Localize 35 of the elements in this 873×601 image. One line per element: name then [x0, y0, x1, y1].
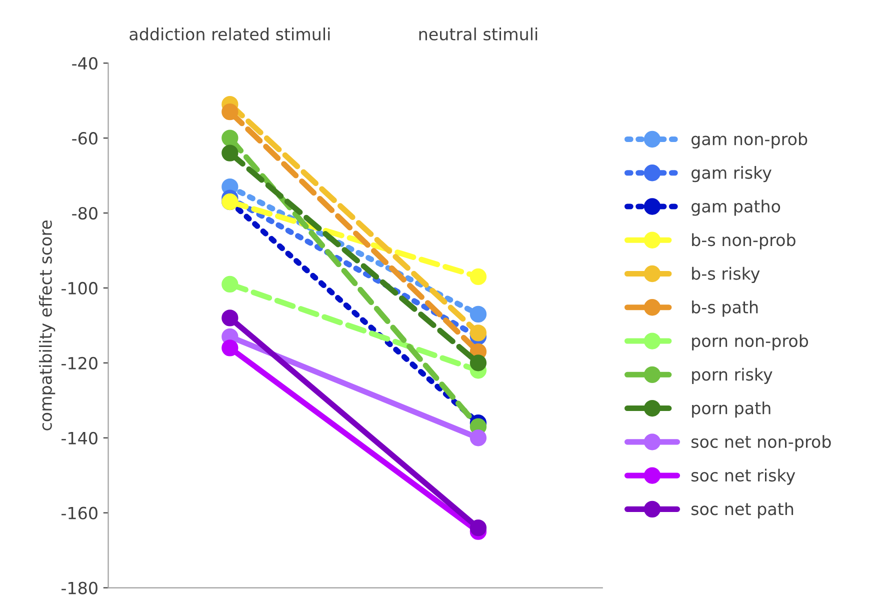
legend-label: b-s non-prob — [692, 233, 796, 250]
legend-label: soc net non-prob — [691, 435, 831, 452]
legend-label: porn path — [692, 401, 770, 418]
y-tick-label: -100 — [62, 282, 98, 295]
point — [470, 354, 487, 372]
point — [222, 130, 238, 146]
point — [222, 340, 238, 356]
point — [222, 310, 238, 326]
point — [470, 268, 487, 286]
point — [470, 519, 487, 536]
point — [222, 103, 238, 120]
legend-label: soc net path — [691, 502, 794, 518]
legend-label: gam non-prob — [692, 132, 808, 149]
x-tick-label: addiction related stimuli — [130, 28, 330, 40]
legend-label: porn risky — [692, 368, 772, 384]
legend-label: soc net risky — [691, 468, 796, 485]
x-tick-label: neutral stimuli — [419, 28, 538, 40]
y-tick-label: -80 — [72, 206, 98, 220]
point — [222, 144, 238, 162]
y-tick-label: -40 — [72, 57, 98, 70]
legend-label: b-s risky — [692, 266, 760, 284]
y-tick-label: -140 — [62, 432, 98, 444]
y-tick-label: -120 — [62, 356, 98, 370]
legend-label: gam patho — [692, 200, 780, 216]
point — [222, 276, 238, 293]
point — [470, 324, 487, 342]
legend-label: b-s path — [692, 300, 758, 317]
legend-label: porn non-prob — [692, 334, 808, 350]
y-axis-title: compatibility effect score — [39, 220, 56, 430]
point — [470, 306, 487, 323]
y-tick-label: -60 — [72, 132, 98, 145]
y-tick-label: -180 — [62, 582, 98, 594]
legend-label: gam risky — [692, 166, 772, 182]
y-tick-label: -160 — [62, 506, 98, 520]
point — [470, 430, 487, 446]
